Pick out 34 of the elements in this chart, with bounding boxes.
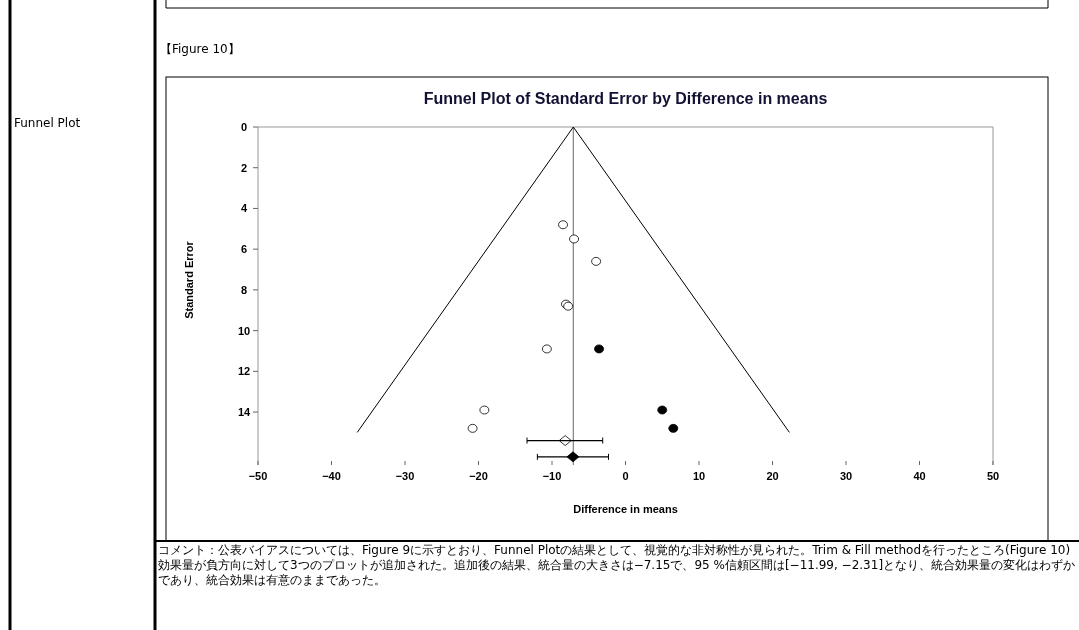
point: [657, 405, 668, 415]
x-tick-label: 10: [692, 470, 706, 482]
x-tick-label: −50: [248, 470, 268, 482]
point: [668, 423, 679, 433]
y-tick-label: 6: [240, 243, 248, 256]
text: 【Figure 10】: [160, 42, 241, 57]
y-tick-label: 14: [237, 406, 251, 419]
x-tick-label: −10: [542, 470, 562, 482]
point: [591, 256, 601, 266]
text: Funnel Plot: [14, 116, 82, 131]
x-tick-label: −30: [395, 470, 415, 482]
point: [569, 234, 579, 244]
y-axis-title: Standard Error: [183, 240, 195, 319]
chart-title: Funnel Plot of Standard Error by Difference in means: [423, 90, 828, 107]
y-tick-label: 12: [237, 365, 251, 378]
x-tick-label: −40: [322, 470, 341, 482]
x-tick-label: −20: [469, 470, 488, 482]
y-tick-label: 8: [240, 283, 248, 296]
x-tick-label: 20: [766, 470, 779, 482]
point: [594, 344, 604, 354]
point: [558, 220, 568, 230]
point: [479, 405, 490, 415]
point: [541, 344, 552, 354]
text: コメント：公表バイアスについては、Figure 9に示すとおり、Funnel Plotの結果として、視覚的な非対称性が見られた。Trim & Fill methodを行ったところ(Figure 10)効果量が負方向に対して3つのプロットが追加された。追加後の結果、統合量の大きさは−7.15で、95 %信頼区間は[−11.99, −2.31]となり、統合効果量の変化はわずかであり、統合効果は有意のままであった。: [158, 543, 1076, 588]
y-tick-label: 4: [240, 202, 248, 215]
y-tick-label: 0: [240, 121, 248, 133]
point: [467, 423, 478, 433]
x-tick-label: 40: [913, 470, 926, 482]
x-axis-title: Difference in means: [573, 503, 678, 515]
y-tick-label: 10: [237, 324, 251, 337]
x-tick-label: 50: [986, 470, 1000, 482]
x-tick-label: 30: [839, 470, 853, 482]
x-tick-label: 0: [622, 470, 629, 482]
y-tick-label: 2: [240, 161, 248, 174]
